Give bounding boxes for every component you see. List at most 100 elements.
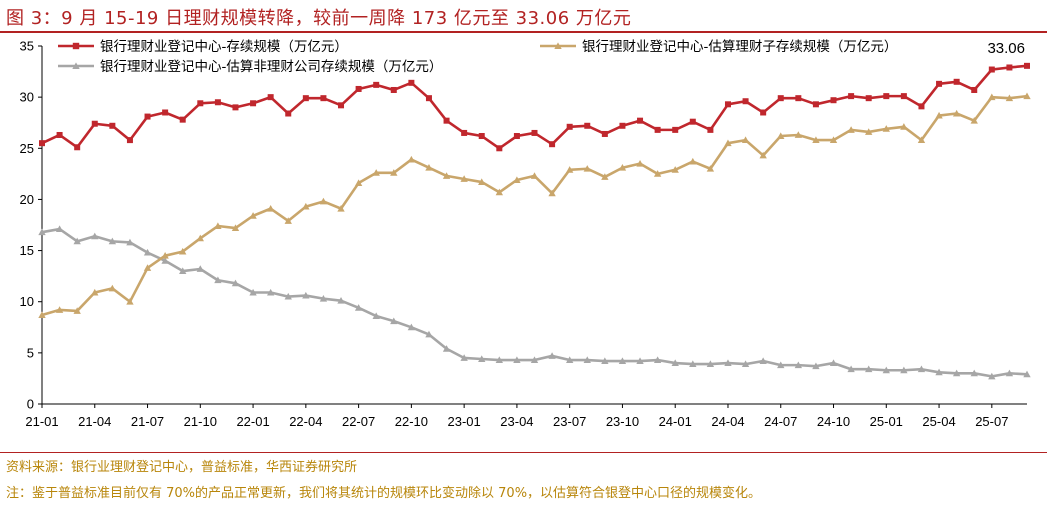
data-point — [38, 228, 46, 236]
x-tick-label: 21-10 — [184, 414, 217, 429]
data-point — [988, 372, 996, 380]
data-point — [847, 126, 855, 133]
data-point — [917, 136, 926, 144]
data-point — [126, 298, 134, 305]
x-axis: 21-01 21-04 21-07 21-10 22-01 22-04 22-07 22-10… — [25, 403, 1027, 429]
data-point — [952, 109, 961, 117]
data-point — [231, 224, 240, 232]
data-point — [126, 238, 134, 246]
y-tick-label: 10 — [20, 294, 34, 309]
x-tick-label: 22-04 — [289, 414, 322, 429]
data-point — [513, 356, 521, 363]
data-point — [179, 247, 187, 255]
x-tick-label: 21-07 — [131, 414, 164, 429]
data-point — [390, 317, 398, 325]
data-point — [91, 232, 99, 240]
data-point — [179, 267, 187, 274]
data-point — [513, 176, 521, 183]
data-point — [337, 204, 345, 212]
legend-label: 银行理财业登记中心-估算非理财公司存续规模（万亿元） — [100, 59, 442, 75]
value-annotation: 33.06 — [987, 40, 1025, 57]
data-point — [637, 117, 644, 124]
data-point — [601, 130, 608, 137]
data-point — [1006, 64, 1013, 71]
data-point — [39, 140, 45, 147]
data-point — [196, 234, 204, 242]
legend-swatch-marker — [72, 42, 80, 50]
data-point — [882, 125, 890, 132]
data-point — [320, 95, 327, 102]
data-point — [759, 357, 767, 364]
data-point — [795, 95, 802, 102]
data-point — [812, 362, 820, 370]
x-tick-label: 21-01 — [25, 414, 58, 429]
data-point — [565, 356, 574, 363]
legend-label: 银行理财业登记中心-估算理财子存续规模（万亿元） — [582, 39, 897, 55]
data-point — [1005, 94, 1014, 102]
data-point — [55, 225, 64, 233]
line-chart: 0 5 10 15 20 25 30 35 21-01 21-04 21-07 21-10 22-01… — [20, 39, 1031, 429]
data-point — [671, 359, 679, 367]
data-point — [460, 175, 468, 182]
data-point — [1024, 62, 1030, 69]
data-point — [830, 97, 837, 104]
data-point — [883, 93, 890, 100]
data-point — [161, 257, 169, 264]
data-point — [865, 95, 872, 102]
data-point — [302, 202, 310, 210]
data-point — [653, 356, 662, 363]
data-point — [478, 133, 485, 140]
data-point — [689, 360, 697, 368]
data-point — [654, 126, 661, 133]
data-point — [583, 165, 591, 172]
data-point — [302, 291, 310, 299]
x-tick-label: 24-01 — [659, 414, 692, 429]
data-point — [601, 357, 609, 364]
footer-divider — [0, 452, 1047, 453]
data-point — [706, 360, 715, 368]
data-point — [319, 294, 328, 302]
data-point — [952, 369, 961, 377]
source-text: 资料来源：银行业理财登记中心，普益标准，华西证券研究所 — [6, 460, 358, 475]
series-1 — [38, 92, 1031, 318]
data-point — [231, 279, 240, 287]
data-point — [971, 86, 978, 93]
data-point — [162, 109, 169, 116]
data-point — [794, 361, 803, 369]
data-point — [935, 368, 943, 376]
data-point — [530, 172, 539, 179]
data-point — [55, 306, 64, 313]
data-point — [372, 169, 380, 176]
legend-swatch-marker — [72, 62, 80, 69]
data-point — [267, 94, 274, 101]
y-tick-label: 0 — [27, 397, 34, 412]
y-axis: 0 5 10 15 20 25 30 35 — [20, 39, 43, 412]
data-point — [689, 118, 696, 125]
data-point — [741, 136, 750, 144]
data-point — [829, 136, 838, 144]
data-point — [197, 100, 204, 107]
x-tick-label: 23-10 — [606, 414, 639, 429]
data-point — [355, 85, 362, 92]
data-point — [900, 366, 908, 374]
data-point — [285, 110, 292, 117]
data-point — [865, 365, 873, 373]
series-line — [41, 227, 1028, 378]
data-point — [442, 345, 451, 352]
x-tick-label: 25-01 — [870, 414, 903, 429]
data-point — [408, 79, 415, 86]
data-point — [812, 101, 819, 108]
data-point — [742, 98, 749, 105]
annotations: 33.06 — [987, 40, 1025, 57]
data-point — [829, 359, 838, 367]
data-point — [970, 116, 978, 124]
data-point — [73, 237, 81, 245]
data-point — [38, 311, 46, 318]
x-tick-label: 23-01 — [448, 414, 481, 429]
data-point — [689, 157, 697, 165]
data-point — [407, 323, 416, 331]
data-point — [126, 137, 133, 144]
data-point — [584, 122, 591, 129]
data-point — [724, 101, 731, 108]
data-point — [196, 265, 204, 272]
